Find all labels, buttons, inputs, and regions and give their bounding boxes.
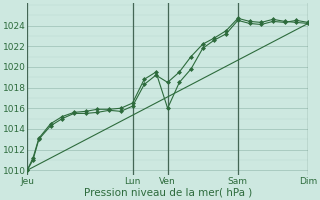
X-axis label: Pression niveau de la mer( hPa ): Pression niveau de la mer( hPa ) bbox=[84, 187, 252, 197]
